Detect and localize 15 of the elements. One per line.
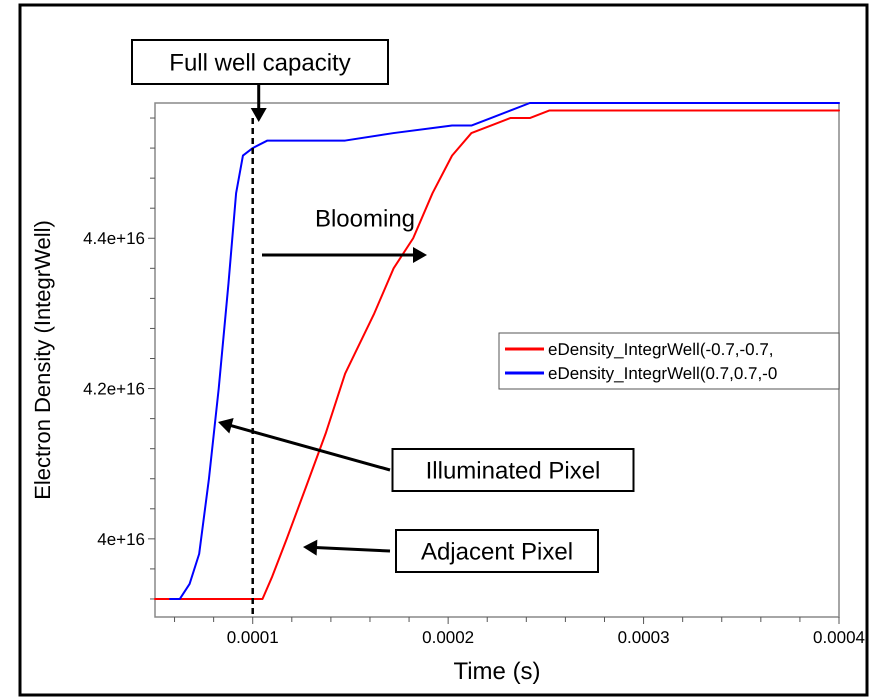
y-tick-label: 4.2e+16: [83, 380, 145, 399]
x-tick-label: 0.0004: [813, 628, 865, 647]
x-axis-title: Time (s): [453, 658, 541, 685]
y-axis-title: Electron Density (IntegrWell): [30, 220, 55, 500]
y-tick-label: 4e+16: [97, 530, 145, 549]
y-tick-label: 4.4e+16: [83, 229, 145, 248]
annotation: Illuminated Pixel: [426, 457, 600, 484]
annotation: Adjacent Pixel: [420, 538, 574, 566]
ref-line-label: Full well capacity: [169, 49, 351, 76]
legend-label: eDensity_IntegrWell(0.7,0.7,-0: [548, 364, 778, 383]
x-tick-label: 0.0002: [422, 628, 474, 647]
x-tick-label: 0.0001: [226, 628, 279, 647]
x-tick-label: 0.0003: [618, 628, 670, 647]
annotation: Blooming: [314, 205, 416, 232]
legend-label: eDensity_IntegrWell(-0.7,-0.7,: [548, 340, 774, 359]
